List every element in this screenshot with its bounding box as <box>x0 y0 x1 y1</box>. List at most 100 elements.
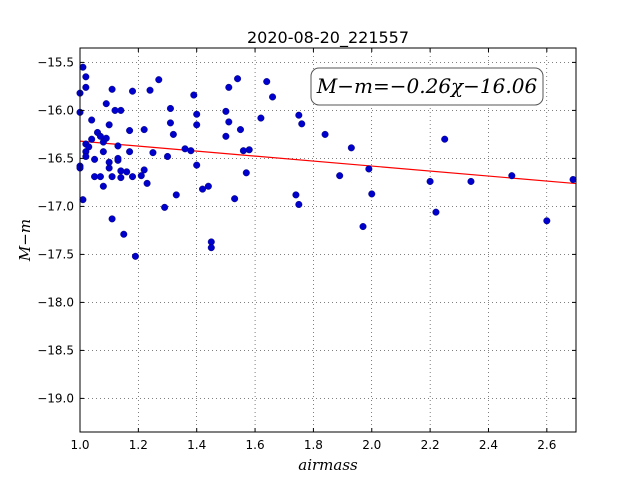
data-point <box>96 173 104 181</box>
x-tick-label: 1.4 <box>187 438 206 452</box>
data-point <box>199 185 207 193</box>
fit-equation-text: M−m=−0.26χ−16.06 <box>316 74 538 98</box>
data-point <box>164 152 172 160</box>
data-point <box>193 121 201 129</box>
data-point <box>126 148 134 156</box>
data-point <box>149 149 157 157</box>
data-point <box>222 132 230 140</box>
data-points <box>76 63 577 260</box>
x-tick-label: 1.0 <box>70 438 89 452</box>
data-point <box>234 75 242 83</box>
data-point <box>131 252 139 260</box>
data-point <box>365 165 373 173</box>
data-point <box>99 148 107 156</box>
data-point <box>569 176 577 184</box>
data-point <box>236 126 244 134</box>
data-point <box>269 93 277 101</box>
plot-frame <box>79 47 577 433</box>
data-point <box>181 145 189 153</box>
data-point <box>336 172 344 180</box>
chart-title: 2020-08-20_221557 <box>247 28 409 48</box>
data-point <box>105 158 113 166</box>
y-axis-label: M−m <box>16 219 34 262</box>
y-tick-label: −18.0 <box>37 295 74 309</box>
data-point <box>91 173 99 181</box>
data-point <box>225 118 233 126</box>
data-point <box>172 191 180 199</box>
x-tick-label: 1.6 <box>246 438 265 452</box>
data-point <box>120 230 128 238</box>
data-point <box>96 132 104 140</box>
data-point <box>359 223 367 231</box>
data-point <box>140 166 148 174</box>
data-point <box>155 76 163 84</box>
data-point <box>295 200 303 208</box>
data-point <box>146 86 154 94</box>
data-point <box>242 169 250 177</box>
data-point <box>79 196 87 204</box>
data-point <box>166 104 174 112</box>
data-point <box>222 107 230 115</box>
data-point <box>245 146 253 154</box>
y-tick-label: −16.5 <box>37 151 74 165</box>
x-axis-label: airmass <box>298 456 358 474</box>
data-point <box>143 179 151 187</box>
y-tick-label: −18.5 <box>37 343 74 357</box>
data-point <box>91 155 99 163</box>
data-point <box>169 130 177 138</box>
data-point <box>85 143 93 151</box>
data-point <box>82 83 90 91</box>
x-tick-label: 2.6 <box>537 438 556 452</box>
data-point <box>190 91 198 99</box>
data-point <box>347 144 355 152</box>
data-point <box>225 83 233 91</box>
data-point <box>126 127 134 135</box>
x-tick-label: 2.0 <box>362 438 381 452</box>
data-point <box>432 208 440 216</box>
x-tick-label: 1.2 <box>129 438 148 452</box>
data-point <box>321 130 329 138</box>
data-point <box>204 182 212 190</box>
x-tick-label: 2.4 <box>479 438 498 452</box>
x-tick-label: 2.2 <box>421 438 440 452</box>
data-point <box>102 100 110 108</box>
data-point <box>263 78 271 86</box>
data-point <box>117 106 125 114</box>
data-point <box>82 152 90 160</box>
data-point <box>508 172 516 180</box>
data-point <box>295 111 303 119</box>
y-tick-label: −17.5 <box>37 247 74 261</box>
data-point <box>298 120 306 128</box>
data-point <box>231 195 239 203</box>
y-tick-label: −19.0 <box>37 391 74 405</box>
data-point <box>114 154 122 162</box>
data-point <box>111 106 119 114</box>
data-point <box>239 147 247 155</box>
data-point <box>467 177 475 185</box>
annotation-box <box>310 67 544 106</box>
fit-line <box>79 140 577 185</box>
data-point <box>161 203 169 211</box>
data-point <box>543 217 551 225</box>
data-point <box>193 110 201 118</box>
data-point <box>123 168 131 176</box>
data-point <box>166 119 174 127</box>
y-tick-label: −16.0 <box>37 103 74 117</box>
data-point <box>441 135 449 143</box>
y-tick-label: −15.5 <box>37 55 74 69</box>
data-point <box>117 167 125 175</box>
data-point <box>102 134 110 142</box>
data-point <box>207 244 215 252</box>
y-tick-label: −17.0 <box>37 199 74 213</box>
data-point <box>108 173 116 181</box>
data-point <box>257 114 265 122</box>
data-point <box>99 182 107 190</box>
fit-equation-annotation: M−m=−0.26χ−16.06 <box>310 67 544 106</box>
data-point <box>117 174 125 182</box>
axis-ticks: 1.0 1.2 1.4 1.6 1.8 2.0 2.2 2.4 2.6 −15.5 −16.0 −16… <box>37 48 576 452</box>
data-point <box>140 126 148 134</box>
data-point <box>82 73 90 81</box>
data-point <box>368 190 376 198</box>
